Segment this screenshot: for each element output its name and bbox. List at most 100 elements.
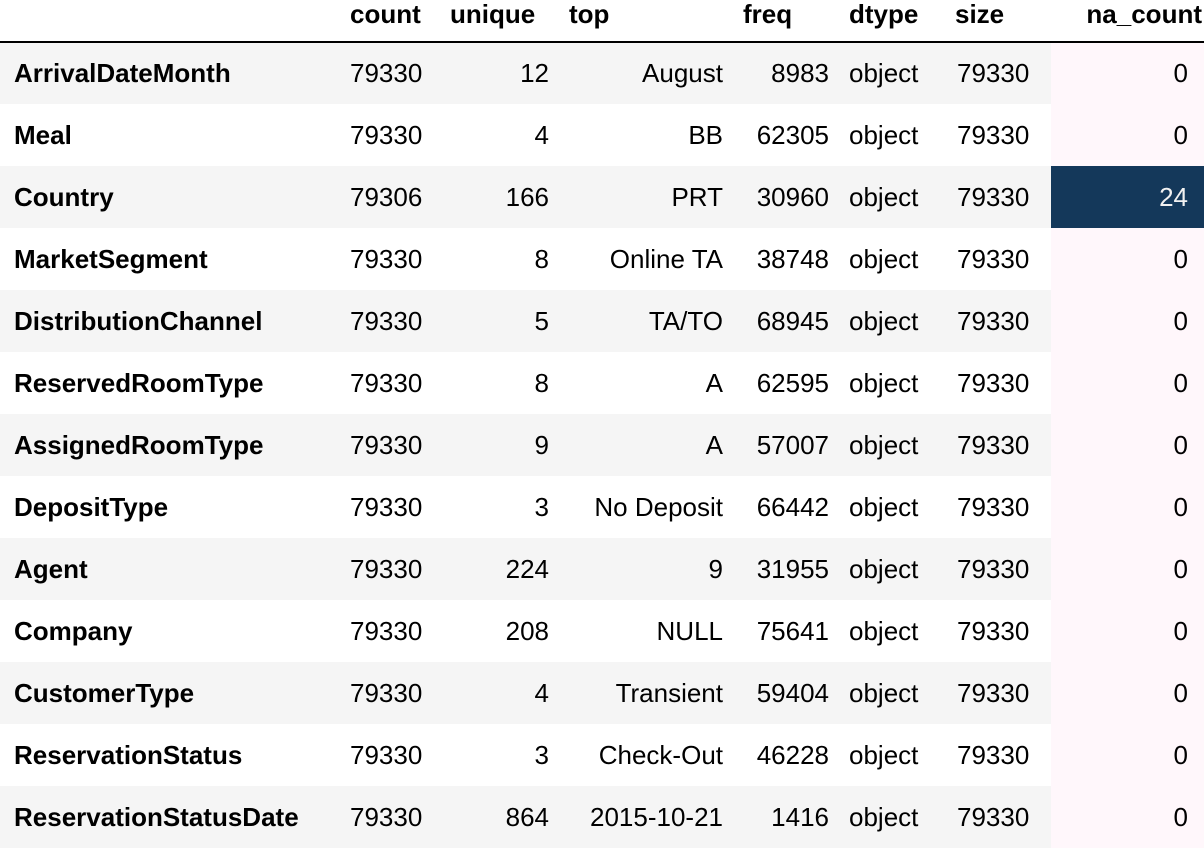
cell-dtype: object — [839, 42, 945, 104]
header-na-count: na_count — [1051, 0, 1204, 43]
cell-count: 79330 — [340, 538, 440, 600]
cell-freq: 57007 — [733, 414, 839, 476]
row-label: CustomerType — [0, 662, 340, 724]
cell-dtype: object — [839, 166, 945, 228]
table-row: Country 79306 166 PRT 30960 object 79330 24 — [0, 166, 1204, 228]
table-row: AssignedRoomType 79330 9 A 57007 object 79330 0 — [0, 414, 1204, 476]
cell-na-count: 0 — [1051, 414, 1204, 476]
cell-top: Transient — [559, 662, 733, 724]
cell-count: 79330 — [340, 662, 440, 724]
cell-dtype: object — [849, 739, 919, 770]
cell-freq: 1416 — [733, 786, 839, 848]
cell-na-count: 0 — [1051, 42, 1204, 104]
cell-freq: 8983 — [733, 42, 839, 104]
header-dtype: dtype — [839, 0, 945, 43]
row-label: AssignedRoomType — [0, 414, 340, 476]
cell-count: 79330 — [340, 42, 440, 104]
cell-unique: 3 — [534, 739, 549, 770]
cell-dtype: object — [839, 414, 945, 476]
table-row: MarketSegment 79330 8 Online TA 38748 object 7… — [0, 228, 1204, 290]
cell-dtype: object — [849, 119, 919, 150]
cell-na-count: 0 — [1051, 786, 1204, 848]
header-row: count unique top freq dtype size na_coun… — [0, 0, 1204, 43]
cell-count: 79330 — [340, 290, 440, 352]
row-label: DistributionChannel — [0, 290, 340, 352]
cell-unique: 9 — [440, 414, 559, 476]
cell-size: 79330 — [957, 491, 1030, 522]
cell-count: 79330 — [340, 414, 440, 476]
cell-dtype: object — [839, 662, 945, 724]
cell-unique: 864 — [440, 786, 559, 848]
cell-top: Online TA — [609, 243, 723, 274]
table-row: ReservationStatusDate 79330 864 2015-10-21 1… — [0, 786, 1204, 848]
table-row: DistributionChannel 79330 5 TA/TO 68945 objec… — [0, 290, 1204, 352]
cell-top: August — [559, 42, 733, 104]
row-label: ReservationStatusDate — [0, 786, 340, 848]
cell-freq: 38748 — [756, 243, 829, 274]
cell-size: 79330 — [945, 538, 1051, 600]
cell-count: 79330 — [340, 786, 440, 848]
cell-na-count: 0 — [1051, 724, 1204, 786]
cell-unique: 4 — [440, 662, 559, 724]
cell-dtype: object — [849, 367, 919, 398]
cell-freq: 59404 — [733, 662, 839, 724]
cell-freq: 62595 — [756, 367, 829, 398]
cell-size: 79330 — [945, 290, 1051, 352]
header-top: top — [559, 0, 733, 43]
cell-na-count: 0 — [1051, 104, 1204, 166]
cell-top: A — [705, 367, 723, 398]
cell-top: No Deposit — [594, 491, 723, 522]
cell-size: 79330 — [945, 414, 1051, 476]
header-size: size — [945, 0, 1051, 43]
cell-size: 79330 — [957, 119, 1030, 150]
cell-freq: 75641 — [756, 615, 829, 646]
cell-na-count: 0 — [1051, 538, 1204, 600]
row-label: DepositType — [14, 491, 169, 522]
cell-unique: 208 — [505, 615, 549, 646]
row-label: Agent — [0, 538, 340, 600]
cell-unique: 8 — [534, 243, 549, 274]
cell-count: 79330 — [350, 491, 423, 522]
table-header: count unique top freq dtype size na_coun… — [0, 0, 1204, 43]
table-row: ReservedRoomType 79330 8 A 62595 object 79330 0 — [0, 352, 1204, 414]
header-index — [0, 0, 340, 43]
cell-freq: 62305 — [756, 119, 829, 150]
cell-na-count: 0 — [1051, 290, 1204, 352]
table-body: ArrivalDateMonth 79330 12 August 8983 object 7… — [0, 42, 1204, 848]
cell-na-count: 24 — [1051, 166, 1204, 228]
cell-size: 79330 — [957, 367, 1030, 398]
cell-freq: 31955 — [733, 538, 839, 600]
cell-top: Check-Out — [598, 739, 723, 770]
cell-top: NULL — [656, 615, 723, 646]
cell-unique: 5 — [440, 290, 559, 352]
cell-top: PRT — [559, 166, 733, 228]
cell-freq: 30960 — [733, 166, 839, 228]
table-row: Meal 79330 4 BB 62305 object 79330 0 — [0, 104, 1204, 166]
cell-top: A — [559, 414, 733, 476]
cell-size: 79330 — [957, 615, 1030, 646]
row-label: Company — [14, 615, 133, 646]
cell-count: 79330 — [350, 739, 423, 770]
row-label: ReservedRoomType — [14, 367, 264, 398]
row-label: ReservationStatus — [14, 739, 243, 770]
cell-unique: 8 — [534, 367, 549, 398]
table-row: Company 79330 208 NULL 75641 object 79330 0 — [0, 600, 1204, 662]
cell-na-count: 0 — [1051, 600, 1204, 662]
cell-dtype: object — [849, 243, 919, 274]
cell-freq: 68945 — [733, 290, 839, 352]
header-count: count — [340, 0, 440, 43]
row-label: MarketSegment — [14, 243, 208, 274]
cell-dtype: object — [839, 786, 945, 848]
cell-dtype: object — [849, 615, 919, 646]
header-freq: freq — [733, 0, 839, 43]
row-label: Meal — [14, 119, 72, 150]
cell-count: 79330 — [350, 367, 423, 398]
cell-size: 79330 — [957, 243, 1030, 274]
cell-size: 79330 — [945, 166, 1051, 228]
cell-count: 79330 — [350, 243, 423, 274]
cell-top: BB — [688, 119, 723, 150]
table-row: ReservationStatus 79330 3 Check-Out 46228 obj… — [0, 724, 1204, 786]
cell-unique: 224 — [440, 538, 559, 600]
cell-unique: 12 — [440, 42, 559, 104]
